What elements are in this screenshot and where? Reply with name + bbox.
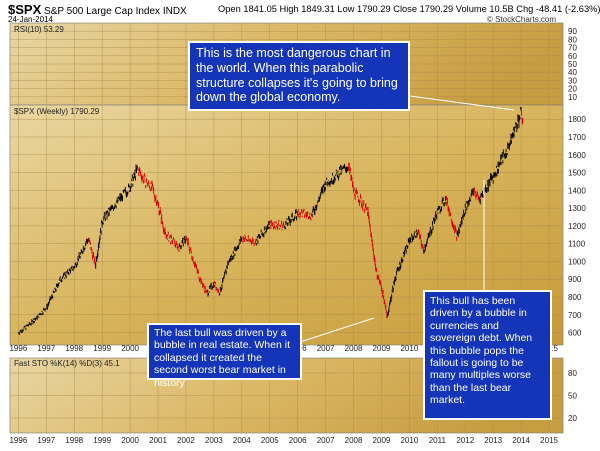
x-tick-label: 1996 bbox=[9, 344, 27, 353]
x-tick-label: 2004 bbox=[233, 436, 251, 445]
rsi-tick-label: 10 bbox=[568, 93, 577, 102]
x-tick-label: 2010 bbox=[400, 436, 418, 445]
y-tick-label: 1500 bbox=[568, 169, 586, 178]
x-tick-label: 1996 bbox=[9, 436, 27, 445]
callout-dangerous-chart: This is the most dangerous chart in the … bbox=[188, 41, 410, 111]
x-tick-label: 2002 bbox=[177, 436, 195, 445]
sto-label: Fast STO %K(14) %D(3) 45.1 bbox=[14, 359, 120, 368]
x-tick-label: 2001 bbox=[149, 436, 167, 445]
ticker-symbol: $SPX bbox=[8, 2, 42, 17]
rsi-tick-label: 70 bbox=[568, 44, 577, 53]
y-tick-label: 600 bbox=[568, 329, 582, 338]
x-tick-label: 2013 bbox=[484, 436, 502, 445]
x-tick-label: 2012 bbox=[456, 436, 474, 445]
x-tick-label: 1998 bbox=[65, 436, 83, 445]
x-tick-label: 2008 bbox=[345, 436, 363, 445]
x-tick-label: 2006 bbox=[289, 436, 307, 445]
sto-tick-label: 20 bbox=[568, 414, 577, 423]
x-tick-label: 1999 bbox=[93, 344, 111, 353]
y-tick-label: 1200 bbox=[568, 222, 586, 231]
price-label: $SPX (Weekly) 1790.29 bbox=[14, 107, 100, 116]
callout-debt-bubble: This bull has been driven by a bubble in… bbox=[423, 290, 552, 420]
rsi-tick-label: 40 bbox=[568, 68, 577, 77]
x-tick-label: 1999 bbox=[93, 436, 111, 445]
rsi-tick-label: 80 bbox=[568, 35, 577, 44]
rsi-tick-label: 50 bbox=[568, 60, 577, 69]
chart-date: 24-Jan-2014 bbox=[8, 15, 53, 24]
y-tick-label: 1800 bbox=[568, 115, 586, 124]
y-tick-label: 1600 bbox=[568, 151, 586, 160]
callout-real-estate-bubble: The last bull was driven by a bubble in … bbox=[147, 323, 302, 389]
x-tick-label: 2011 bbox=[429, 436, 447, 445]
callout-pointer-left bbox=[299, 317, 375, 343]
y-tick-label: 1700 bbox=[568, 133, 586, 142]
x-tick-label: 2008 bbox=[345, 344, 363, 353]
x-tick-label: 2010 bbox=[400, 344, 418, 353]
x-tick-label: 2015 bbox=[540, 436, 558, 445]
quote-line: Open 1841.05 High 1849.31 Low 1790.29 Cl… bbox=[218, 4, 600, 14]
y-tick-label: 900 bbox=[568, 275, 582, 284]
x-tick-label: 2000 bbox=[121, 344, 139, 353]
rsi-tick-label: 20 bbox=[568, 85, 577, 94]
y-tick-label: 1000 bbox=[568, 257, 586, 266]
callout-pointer-top bbox=[409, 95, 515, 111]
x-tick-label: 1998 bbox=[65, 344, 83, 353]
chart-header: $SPX S&P 500 Large Cap Index INDX bbox=[8, 2, 187, 17]
x-tick-label: 2009 bbox=[373, 436, 391, 445]
price-series bbox=[17, 106, 524, 335]
y-tick-label: 1300 bbox=[568, 204, 586, 213]
x-tick-label: 2005 bbox=[261, 436, 279, 445]
rsi-tick-label: 60 bbox=[568, 52, 577, 61]
x-tick-label: 2009 bbox=[373, 344, 391, 353]
y-tick-label: 1400 bbox=[568, 186, 586, 195]
y-tick-label: 1100 bbox=[568, 240, 586, 249]
rsi-label: RSI(10) 53.29 bbox=[14, 25, 64, 34]
x-tick-label: 2014 bbox=[512, 436, 530, 445]
exchange-label: INDX bbox=[162, 6, 187, 17]
y-tick-label: 700 bbox=[568, 311, 582, 320]
x-tick-label: 2007 bbox=[317, 344, 335, 353]
x-tick-label: 2003 bbox=[205, 436, 223, 445]
x-tick-label: 1997 bbox=[37, 344, 55, 353]
y-tick-label: 800 bbox=[568, 293, 582, 302]
rsi-tick-label: 90 bbox=[568, 27, 577, 36]
sto-tick-label: 80 bbox=[568, 369, 577, 378]
source-credit: © StockCharts.com bbox=[487, 15, 557, 24]
index-name: S&P 500 Large Cap Index bbox=[44, 6, 161, 17]
rsi-tick-label: 30 bbox=[568, 76, 577, 85]
x-tick-label: 1997 bbox=[37, 436, 55, 445]
x-tick-label: 2000 bbox=[121, 436, 139, 445]
sto-tick-label: 50 bbox=[568, 392, 577, 401]
x-tick-label: 2007 bbox=[317, 436, 335, 445]
